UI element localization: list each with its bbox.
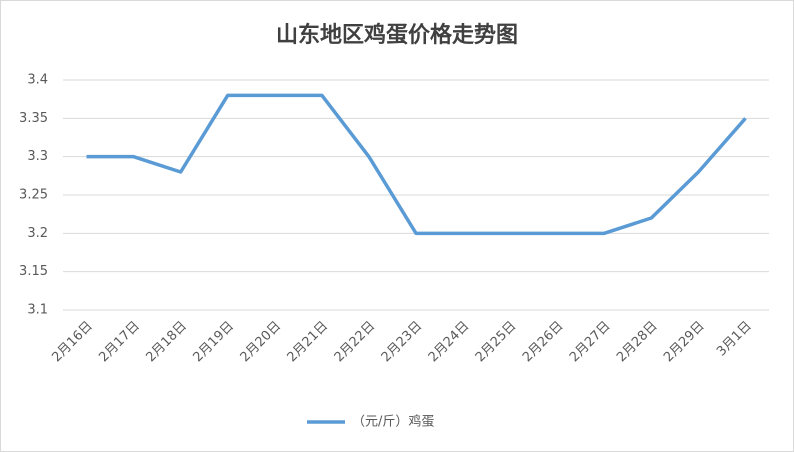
y-tick-label: 3.35: [19, 111, 48, 126]
y-tick-label: 3.4: [27, 73, 48, 88]
y-tick-label: 3.15: [19, 264, 48, 279]
series-line: [86, 93, 747, 236]
legend-label: （元/斤）鸡蛋: [352, 414, 434, 430]
y-tick-label: 3.25: [19, 188, 48, 203]
y-tick-label: 3.2: [27, 226, 48, 241]
y-tick-label: 3.3: [27, 149, 48, 164]
y-tick-label: 3.1: [27, 303, 48, 318]
chart-title: 山东地区鸡蛋价格走势图: [276, 22, 518, 48]
